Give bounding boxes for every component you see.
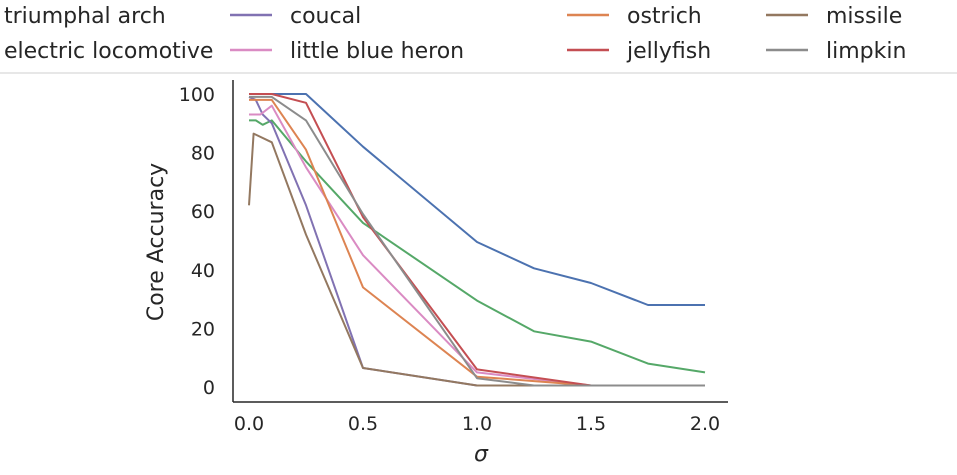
y-tick-label: 0 bbox=[203, 377, 215, 399]
x-tick-label: 0.5 bbox=[348, 413, 378, 435]
legend-label: coucal bbox=[290, 4, 361, 29]
x-tick-labels: 0.0 0.5 1.0 1.5 2.0 bbox=[234, 413, 720, 435]
legend-label: little blue heron bbox=[290, 39, 464, 64]
legend-label: electric locomotive bbox=[4, 39, 213, 64]
legend-label: limpkin bbox=[826, 39, 906, 64]
legend-item-triumphal-arch: triumphal arch bbox=[4, 4, 166, 29]
y-tick-label: 100 bbox=[179, 84, 215, 106]
legend-item-missile: missile bbox=[766, 4, 902, 29]
series-line-electric-locomotive bbox=[249, 119, 706, 374]
y-tick-label: 60 bbox=[191, 201, 215, 223]
x-tick-label: 1.0 bbox=[462, 413, 492, 435]
legend-item-little-blue-heron: little blue heron bbox=[230, 39, 464, 64]
y-tick-labels: 0 20 40 60 80 100 bbox=[179, 84, 215, 399]
legend: triumphal arch electric locomotive coucal l… bbox=[4, 4, 906, 64]
plot-area: 0 20 40 60 80 100 0.0 0.5 1.0 1.5 2.0 Core Accura… bbox=[144, 80, 728, 467]
y-axis-label: Core Accuracy bbox=[144, 163, 169, 321]
x-tick-label: 2.0 bbox=[690, 413, 720, 435]
legend-item-limpkin: limpkin bbox=[766, 39, 906, 64]
legend-label: missile bbox=[826, 4, 902, 29]
series-line-ostrich bbox=[249, 98, 705, 387]
series-line-jellyfish bbox=[249, 93, 705, 387]
x-tick-label: 1.5 bbox=[576, 413, 606, 435]
series-line-little-blue-heron bbox=[249, 104, 705, 387]
legend-item-coucal: coucal bbox=[230, 4, 361, 29]
y-tick-label: 20 bbox=[191, 318, 215, 340]
series-line-limpkin bbox=[249, 95, 705, 387]
series-line-missile bbox=[248, 132, 705, 387]
x-axis-label: σ bbox=[474, 442, 489, 467]
legend-item-jellyfish: jellyfish bbox=[567, 39, 711, 64]
y-tick-label: 80 bbox=[191, 143, 215, 165]
legend-label: triumphal arch bbox=[4, 4, 166, 29]
y-tick-label: 40 bbox=[191, 260, 215, 282]
legend-item-electric-locomotive: electric locomotive bbox=[4, 39, 213, 64]
x-tick-label: 0.0 bbox=[234, 413, 264, 435]
legend-label: jellyfish bbox=[626, 39, 711, 64]
series-layer bbox=[248, 93, 706, 387]
legend-item-ostrich: ostrich bbox=[567, 4, 702, 29]
legend-label: ostrich bbox=[627, 4, 702, 29]
